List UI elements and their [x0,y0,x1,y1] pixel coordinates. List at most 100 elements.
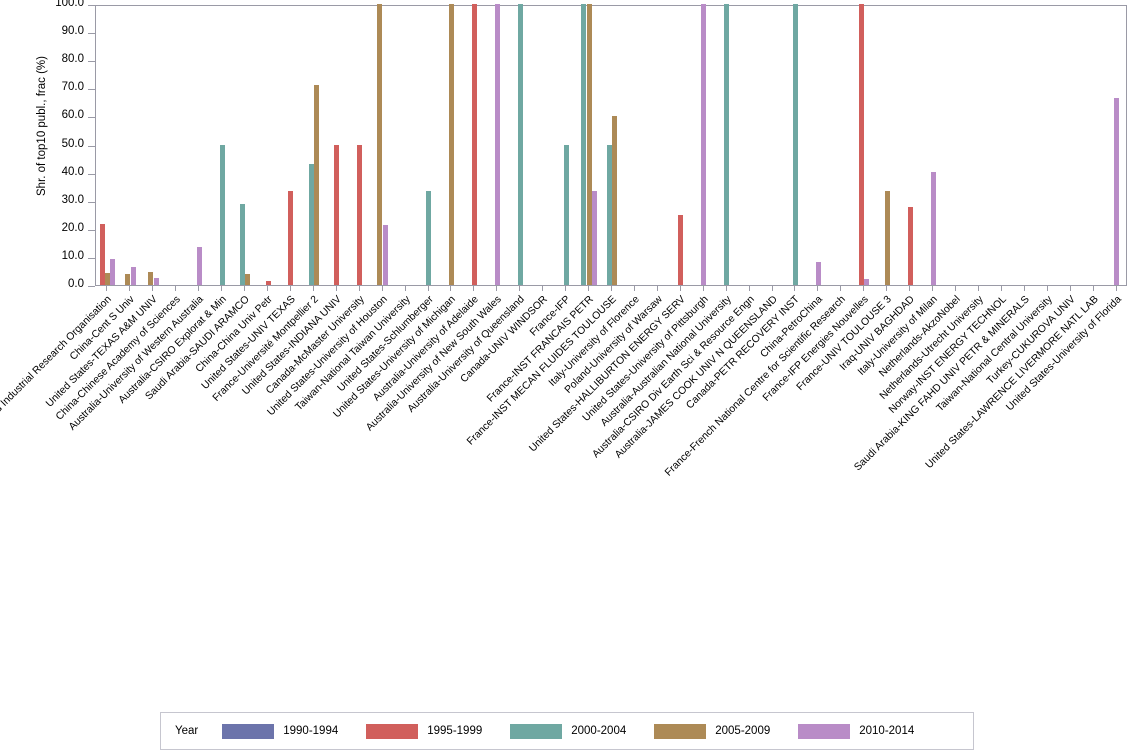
bar [930,172,936,285]
x-axis-tick-mark [428,286,429,291]
bar [130,267,136,285]
x-axis-tick-mark [519,286,520,291]
y-axis-label: Shr. of top10 publ., frac (%) [36,56,48,196]
x-axis-tick-mark [863,286,864,291]
chart-legend: Year 1990-1994 1995-1999 2000-2004 2005-200… [160,712,974,750]
x-axis-tick-mark [840,286,841,291]
bar [148,271,154,285]
x-axis-tick-mark [496,286,497,291]
x-axis-tick-mark [634,286,635,291]
bar [245,273,251,285]
legend-swatch [366,723,419,739]
bar [334,144,340,285]
legend-label: 2005-2009 [715,725,771,737]
y-tick-mark [88,286,95,287]
bar [907,206,913,285]
x-axis-tick-mark [817,286,818,291]
legend-entry[interactable]: 2000-2004 [510,723,627,739]
bar [606,144,612,285]
bars-container [96,4,1126,285]
y-tick-label: 80.0 [61,53,84,66]
x-axis-tick-mark [175,286,176,291]
legend-title: Year [175,725,199,737]
y-tick-label: 50.0 [61,137,84,150]
bar [724,4,730,285]
bar [104,273,110,285]
x-axis-tick-mark [290,286,291,291]
y-tick-label: 0.0 [68,278,84,290]
bar [591,190,597,285]
x-axis-tick-mark [1070,286,1071,291]
x-axis-tick-mark [221,286,222,291]
x-axis-tick-mark [473,286,474,291]
bar [864,279,870,285]
x-axis-tick-mark [565,286,566,291]
x-axis-tick-mark [1001,286,1002,291]
x-axis-tick-mark [382,286,383,291]
x-axis-tick-mark [359,286,360,291]
legend-label: 2000-2004 [571,725,627,737]
x-axis-tick-mark [680,286,681,291]
bar [265,280,271,285]
legend-swatch [510,723,563,739]
x-axis-tick-mark [932,286,933,291]
bar [448,4,454,285]
legend-label: 1990-1994 [283,725,339,737]
legend-swatch [798,723,851,739]
bar [859,4,865,285]
x-axis-tick-mark [726,286,727,291]
x-axis-tick-mark [244,286,245,291]
x-axis-tick-mark [749,286,750,291]
bar [110,258,116,285]
x-axis-tick-mark [1024,286,1025,291]
legend-entry[interactable]: 2005-2009 [654,723,771,739]
bar [219,144,225,285]
x-axis-tick-mark [336,286,337,291]
bar [239,204,245,285]
legend-entry[interactable]: 1995-1999 [366,723,483,739]
y-tick-mark [88,5,95,6]
x-axis-tick-mark [152,286,153,291]
legend-entries: 1990-1994 1995-1999 2000-2004 2005-2009 2010… [222,723,942,739]
x-axis-tick-mark [542,286,543,291]
y-tick-mark [88,145,95,147]
legend-entry[interactable]: 1990-1994 [222,723,339,739]
bar [382,225,388,285]
bar [563,144,569,285]
y-tick-label: 100.0 [55,0,84,9]
y-tick-label: 60.0 [61,109,84,122]
x-axis-tick-mark [1093,286,1094,291]
y-tick-mark [88,229,95,231]
legend-label: 2010-2014 [859,725,915,737]
bar [792,4,798,285]
bar [196,246,202,285]
legend-label: 1995-1999 [427,725,483,737]
x-axis-tick-mark [588,286,589,291]
bar [377,4,383,285]
bar [586,4,592,285]
x-axis-tick-mark [129,286,130,291]
x-axis-tick-mark [703,286,704,291]
bar [471,4,477,285]
y-tick-mark [88,61,95,63]
x-axis-tick-mark [909,286,910,291]
bar [153,277,159,285]
bar [884,191,890,285]
legend-entry[interactable]: 2010-2014 [798,723,915,739]
y-tick-mark [88,117,95,119]
x-axis-tick-mark [405,286,406,291]
bar [288,191,294,285]
bar [426,190,432,285]
x-axis-tick-mark [198,286,199,291]
legend-swatch [222,723,275,739]
x-axis-tick-mark [1047,286,1048,291]
x-axis-tick-mark [450,286,451,291]
bar [99,223,105,285]
bar [314,84,320,285]
y-tick-label: 40.0 [61,165,84,178]
bar [1114,97,1120,285]
x-axis-tick-mark [886,286,887,291]
y-tick-label: 10.0 [61,249,84,262]
y-tick-mark [88,89,95,91]
bar [612,115,618,285]
